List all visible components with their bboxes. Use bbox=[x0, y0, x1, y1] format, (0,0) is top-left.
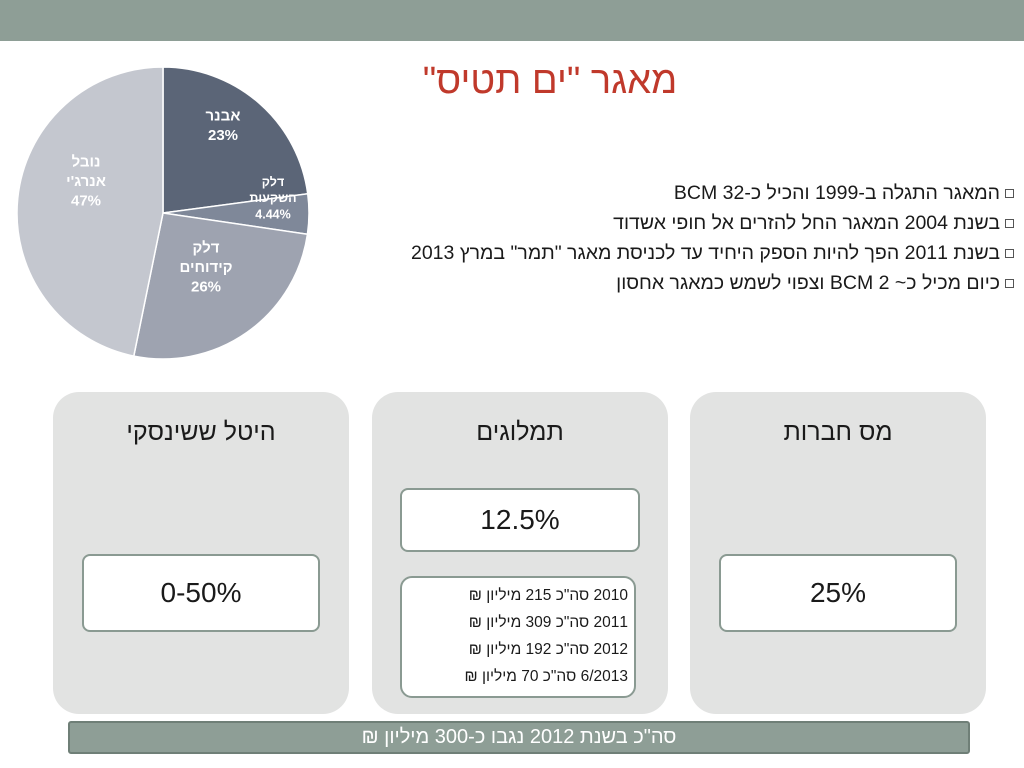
ownership-pie-chart: אבנר 23%דלק השקעות 4.44% דלק קידוחים 26% נובל אנ… bbox=[16, 66, 310, 360]
panel-title-corporate-tax: מס חברות bbox=[783, 418, 893, 446]
footer-summary: סה"כ בשנת 2012 נגבו כ-300 מיליון ₪ bbox=[68, 721, 970, 754]
bullet-item: המאגר התגלה ב-1999 והכיל כ-BCM 32 bbox=[300, 178, 1016, 208]
revenue-row: 2012 סה"כ 192 מיליון ₪ bbox=[468, 641, 628, 658]
pie-slice-label: נובל אנרג'י 47% bbox=[66, 154, 106, 210]
bullet-text: בשנת 2011 הפך להיות הספק היחיד עד לכניסת… bbox=[410, 242, 1000, 264]
royalties-rate-box: 12.5% bbox=[400, 488, 640, 552]
revenue-row: 2011 סה"כ 309 מיליון ₪ bbox=[468, 614, 628, 631]
panel-title-sheshinski: היטל ששינסקי bbox=[126, 418, 276, 446]
corporate-tax-rate-box: 25% bbox=[719, 554, 957, 632]
royalties-revenue-box: 2010 סה"כ 215 מיליון ₪ 2011 סה"כ 309 מיל… bbox=[400, 576, 636, 698]
panel-sheshinski: היטל ששינסקי 0-50% bbox=[53, 392, 349, 714]
revenue-row: 6/2013 סה"כ 70 מיליון ₪ bbox=[464, 668, 628, 685]
pie-slice-label: אבנר 23% bbox=[206, 107, 241, 144]
bullet-list: המאגר התגלה ב-1999 והכיל כ-BCM 32 בשנת 2… bbox=[300, 178, 1016, 298]
panel-title-royalties: תמלוגים bbox=[476, 418, 564, 446]
bullet-item: בשנת 2004 המאגר החל להזרים אל חופי אשדוד bbox=[300, 208, 1016, 238]
bullet-text: כיום מכיל כ~ BCM 2 וצפוי לשמש כמאגר אחסו… bbox=[616, 272, 1000, 294]
page-title: מאגר "ים תטיס" bbox=[422, 60, 678, 102]
checkbox-bullet-icon bbox=[1005, 248, 1014, 258]
checkbox-bullet-icon bbox=[1005, 278, 1014, 288]
bullet-text: בשנת 2004 המאגר החל להזרים אל חופי אשדוד bbox=[613, 212, 1000, 234]
checkbox-bullet-icon bbox=[1005, 188, 1014, 198]
sheshinski-rate-box: 0-50% bbox=[82, 554, 320, 632]
pie-slice bbox=[16, 66, 164, 357]
top-band bbox=[0, 0, 1024, 41]
panel-royalties: תמלוגים 12.5% 2010 סה"כ 215 מיליון ₪ 201… bbox=[372, 392, 668, 714]
bullet-text: המאגר התגלה ב-1999 והכיל כ-BCM 32 bbox=[673, 182, 1000, 204]
revenue-row: 2010 סה"כ 215 מיליון ₪ bbox=[468, 587, 628, 604]
pie-slice-label: דלק קידוחים 26% bbox=[179, 240, 232, 296]
pie-slice bbox=[132, 212, 309, 360]
pie-slice-label: דלק השקעות 4.44% bbox=[249, 175, 296, 222]
pie-slice bbox=[162, 66, 309, 214]
checkbox-bullet-icon bbox=[1005, 218, 1014, 228]
bullet-item: בשנת 2011 הפך להיות הספק היחיד עד לכניסת… bbox=[300, 238, 1016, 268]
panel-corporate-tax: מס חברות 25% bbox=[690, 392, 986, 714]
bullet-item: כיום מכיל כ~ BCM 2 וצפוי לשמש כמאגר אחסו… bbox=[300, 268, 1016, 298]
